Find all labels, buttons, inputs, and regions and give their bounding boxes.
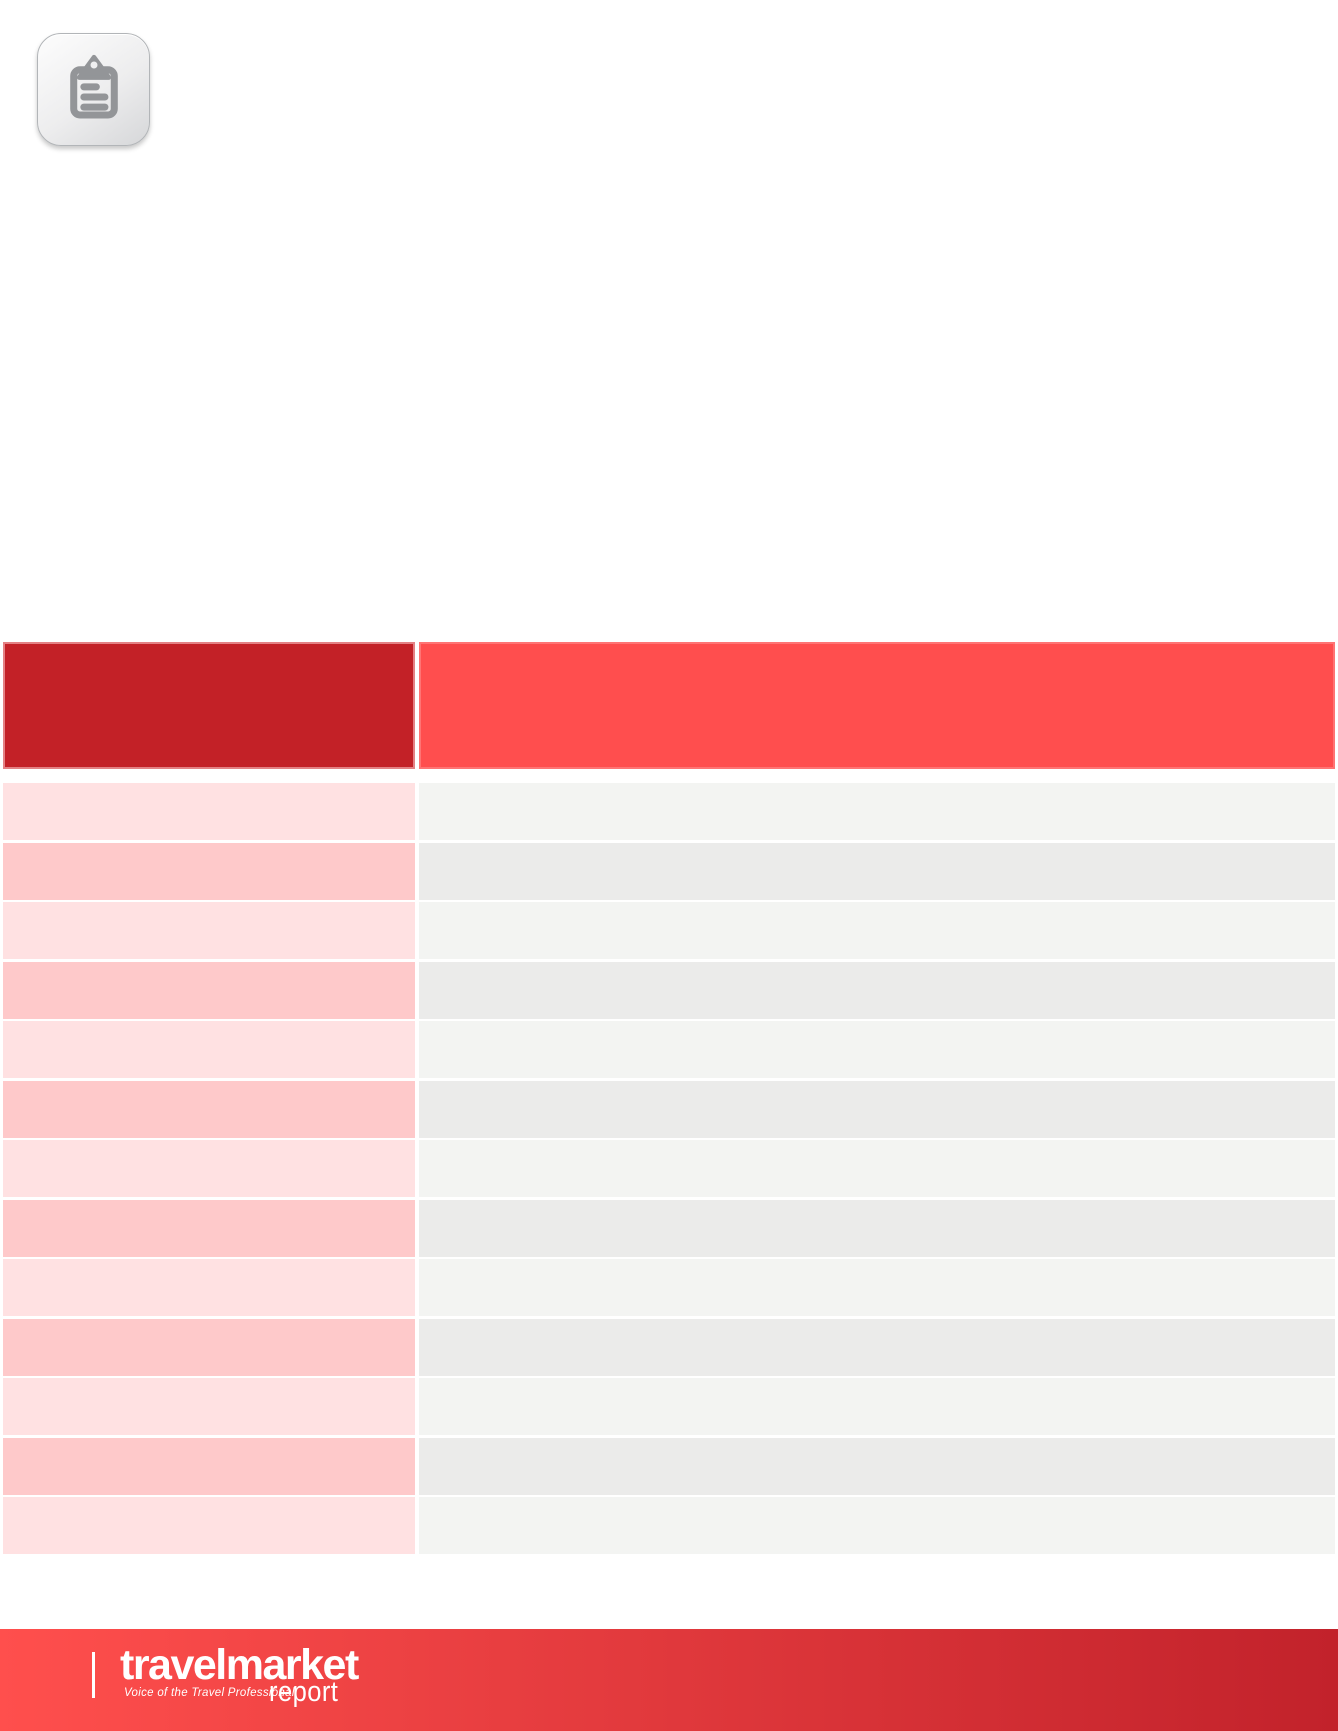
row-cell-right <box>419 961 1335 1019</box>
table-row <box>3 783 1335 840</box>
table-row <box>3 1199 1335 1257</box>
row-cell-right <box>419 1199 1335 1257</box>
table-row <box>3 1259 1335 1316</box>
row-cell-right <box>419 1378 1335 1435</box>
row-cell-left <box>3 1080 415 1138</box>
table-row <box>3 1140 1335 1197</box>
row-cell-left <box>3 1437 415 1495</box>
logo-divider-bar <box>92 1652 95 1698</box>
table-row <box>3 902 1335 959</box>
row-cell-left <box>3 902 415 959</box>
row-cell-left <box>3 961 415 1019</box>
table-row <box>3 1080 1335 1138</box>
row-cell-right <box>419 1318 1335 1376</box>
row-cell-right <box>419 1080 1335 1138</box>
row-cell-right <box>419 902 1335 959</box>
row-cell-left <box>3 1199 415 1257</box>
row-cell-right <box>419 1497 1335 1554</box>
row-cell-left <box>3 1318 415 1376</box>
row-cell-right <box>419 1437 1335 1495</box>
footer: travelmarket Voice of the Travel Profess… <box>0 1629 1338 1731</box>
row-cell-left <box>3 1497 415 1554</box>
row-cell-right <box>419 1259 1335 1316</box>
row-cell-left <box>3 1259 415 1316</box>
logo-title: travelmarket <box>120 1641 359 1689</box>
logo-tagline: Voice of the Travel Professional <box>124 1687 295 1699</box>
row-cell-right <box>419 842 1335 900</box>
app-icon-button <box>37 33 150 146</box>
table-header-row <box>3 642 1335 769</box>
row-cell-left <box>3 1021 415 1078</box>
clipboard-icon <box>69 54 118 118</box>
table-row <box>3 1318 1335 1376</box>
table-row <box>3 842 1335 900</box>
table-body <box>3 783 1335 1554</box>
table-row <box>3 1437 1335 1495</box>
row-cell-right <box>419 783 1335 840</box>
row-cell-left <box>3 783 415 840</box>
row-cell-left <box>3 842 415 900</box>
logo-subtitle: report <box>269 1676 339 1708</box>
table-header-cell-right <box>419 642 1335 769</box>
table-header-cell-left <box>3 642 415 769</box>
table-row <box>3 1378 1335 1435</box>
row-cell-left <box>3 1378 415 1435</box>
report-table <box>3 642 1335 1557</box>
travelmarket-report-logo: travelmarket Voice of the Travel Profess… <box>92 1629 392 1731</box>
row-cell-left <box>3 1140 415 1197</box>
table-row <box>3 961 1335 1019</box>
table-row <box>3 1497 1335 1554</box>
row-cell-right <box>419 1021 1335 1078</box>
row-cell-right <box>419 1140 1335 1197</box>
table-row <box>3 1021 1335 1078</box>
